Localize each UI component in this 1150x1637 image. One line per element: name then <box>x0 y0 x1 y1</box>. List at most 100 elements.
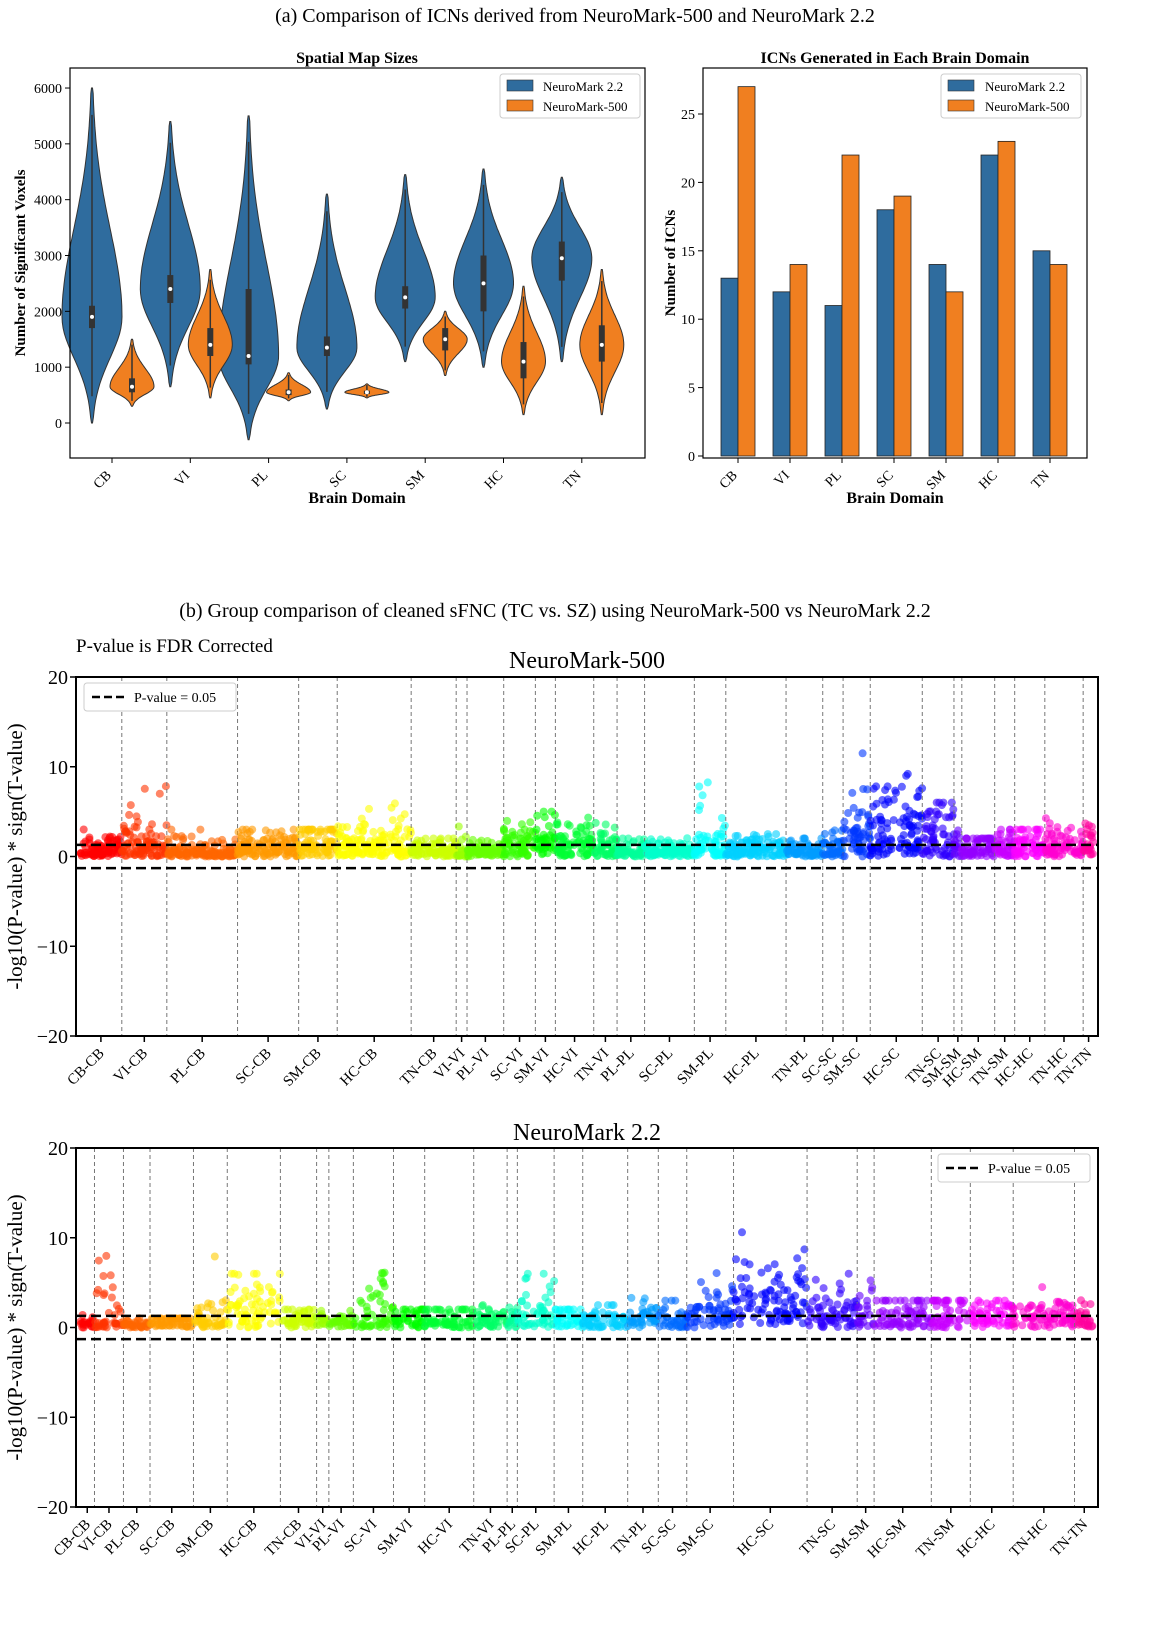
data-point <box>168 1321 177 1330</box>
data-point <box>720 821 729 830</box>
data-point <box>390 799 399 808</box>
data-point <box>748 839 757 848</box>
data-point <box>719 1321 728 1330</box>
data-point <box>234 1270 243 1279</box>
y-tick-label: −20 <box>37 1497 68 1519</box>
data-point <box>635 835 644 844</box>
data-point <box>661 1303 670 1312</box>
bar-sc-nm22 <box>876 209 895 457</box>
data-point <box>216 849 225 858</box>
data-point <box>132 812 141 821</box>
x-tick-label: HC-HC <box>954 1517 998 1561</box>
data-point <box>490 844 499 853</box>
data-point <box>126 850 134 859</box>
legend <box>499 73 641 119</box>
data-point <box>454 822 463 831</box>
data-point <box>454 851 463 860</box>
data-point <box>218 1298 227 1307</box>
data-point <box>603 1301 612 1310</box>
data-point <box>673 1320 682 1329</box>
data-point <box>218 835 227 844</box>
data-point <box>454 1305 463 1314</box>
data-point <box>805 1305 814 1314</box>
data-point <box>242 825 251 834</box>
data-point <box>896 818 904 827</box>
data-point <box>971 1319 980 1327</box>
data-point <box>930 815 939 824</box>
data-point <box>435 1305 444 1314</box>
data-point <box>234 828 243 837</box>
data-point <box>522 1290 530 1299</box>
data-point <box>706 1321 715 1330</box>
data-point <box>106 832 114 841</box>
data-point <box>896 1296 905 1305</box>
violin-chart: Spatial Map Sizes 0 1000 2000 3000 4000 5000 60… <box>13 50 646 507</box>
data-point <box>429 834 438 843</box>
data-point <box>717 814 726 822</box>
data-point <box>900 849 909 858</box>
data-point <box>563 820 572 829</box>
legend <box>940 73 1082 119</box>
data-point <box>510 833 519 842</box>
data-point <box>340 1322 349 1331</box>
data-point <box>523 832 532 840</box>
data-point <box>375 1320 384 1329</box>
y-tick-label: 1000 <box>34 361 62 376</box>
data-point <box>357 1298 366 1307</box>
x-tick-label: SC <box>327 468 350 491</box>
manhattan-plot-neuromark-500: NeuroMark-500 −20 −10 0 10 20 CB-CB VI-CB PL-CB S… <box>3 648 1099 1091</box>
data-point <box>776 851 784 860</box>
data-point <box>223 850 232 859</box>
data-point <box>893 1306 902 1314</box>
data-point <box>363 1306 372 1315</box>
data-point <box>766 1286 775 1295</box>
panel-b-title: (b) Group comparison of cleaned sFNC (TC… <box>179 600 931 622</box>
data-point <box>487 851 496 860</box>
data-point <box>942 813 950 822</box>
data-point <box>848 788 857 797</box>
data-point <box>868 849 877 858</box>
data-point <box>143 840 152 849</box>
data-point <box>371 835 380 844</box>
legend-swatch <box>947 99 975 112</box>
data-point <box>889 816 898 825</box>
data-point <box>742 1274 751 1282</box>
data-point <box>369 827 378 836</box>
data-point <box>844 1269 853 1278</box>
data-point <box>889 795 898 804</box>
violin-iqr-box <box>207 328 214 357</box>
data-point <box>770 1296 779 1305</box>
data-point <box>949 805 958 814</box>
data-point <box>241 1286 250 1295</box>
data-point <box>858 808 867 817</box>
data-point <box>612 836 621 845</box>
data-point <box>130 822 139 831</box>
data-point <box>645 1318 654 1327</box>
data-point <box>182 852 191 861</box>
data-point <box>811 1275 820 1284</box>
data-point <box>614 847 623 855</box>
data-point <box>849 803 858 812</box>
data-point <box>1010 1322 1019 1331</box>
data-point <box>760 844 769 853</box>
bar-pl-nm500 <box>841 154 860 457</box>
panel-b-note: P-value is FDR Corrected <box>76 636 273 657</box>
y-tick-label: 3000 <box>34 250 62 265</box>
data-point <box>918 784 927 793</box>
data-point <box>252 1269 261 1278</box>
data-point <box>738 1228 746 1237</box>
data-point <box>1041 835 1050 843</box>
data-point <box>866 816 875 825</box>
data-point <box>994 1296 1003 1305</box>
data-point <box>839 824 848 833</box>
data-point <box>698 791 707 800</box>
data-point <box>147 851 156 860</box>
data-point <box>609 1301 618 1310</box>
bar-tn-nm22 <box>1032 250 1051 457</box>
data-point <box>743 1304 752 1313</box>
chart-title: Spatial Map Sizes <box>296 50 418 67</box>
data-point <box>107 1293 116 1302</box>
data-point <box>100 1289 109 1298</box>
data-point <box>930 1318 939 1326</box>
data-point <box>717 830 726 839</box>
